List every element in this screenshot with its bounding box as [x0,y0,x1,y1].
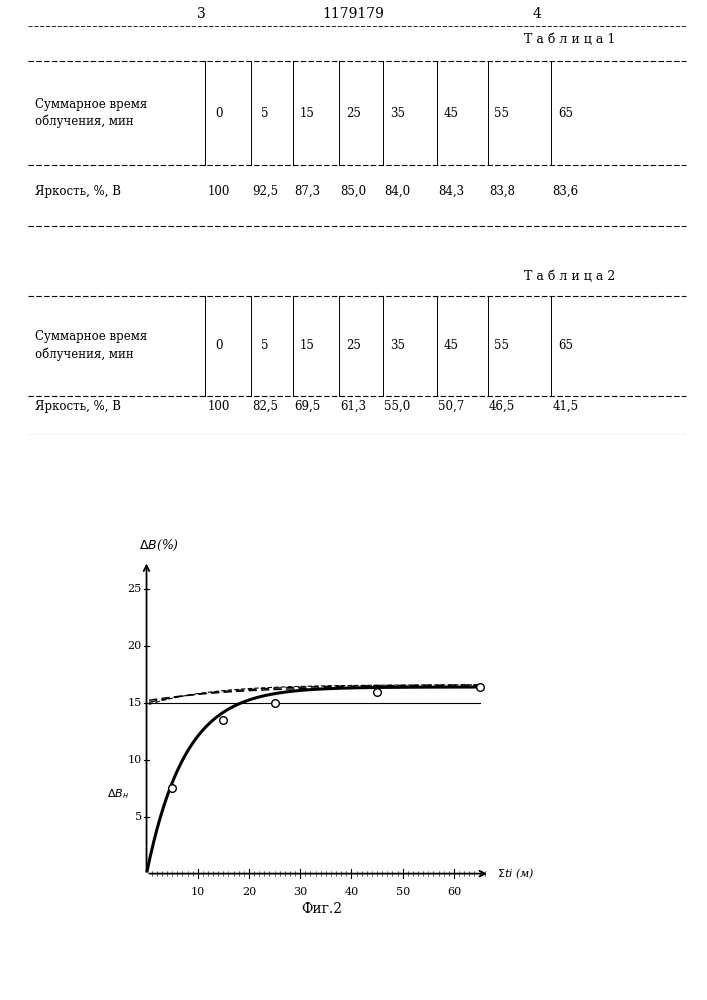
Text: 69,5: 69,5 [294,400,321,413]
Text: 0: 0 [216,107,223,120]
Text: 10: 10 [128,755,142,765]
Text: Суммарное время
облучения, мин: Суммарное время облучения, мин [35,330,148,361]
Text: Т а б л и ц а 2: Т а б л и ц а 2 [524,270,615,283]
Text: 1179179: 1179179 [322,7,385,21]
Text: Фиг.2: Фиг.2 [301,902,342,916]
Text: 87,3: 87,3 [295,185,320,198]
Text: 92,5: 92,5 [252,185,278,198]
Text: 55: 55 [494,339,510,352]
Text: $\Delta B$(%): $\Delta B$(%) [139,538,179,553]
Text: 15: 15 [300,339,315,352]
Text: 61,3: 61,3 [341,400,366,413]
Text: 100: 100 [208,185,230,198]
Text: 41,5: 41,5 [553,400,578,413]
Text: 100: 100 [208,400,230,413]
Text: 84,3: 84,3 [438,185,464,198]
Text: 15: 15 [128,698,142,708]
Text: 50: 50 [395,887,410,897]
Text: 46,5: 46,5 [489,400,515,413]
Text: 30: 30 [293,887,308,897]
Text: 20: 20 [128,641,142,651]
Text: 84,0: 84,0 [385,185,410,198]
Text: 25: 25 [128,584,142,594]
Text: 83,8: 83,8 [489,185,515,198]
Text: 65: 65 [558,339,573,352]
Text: 5: 5 [262,339,269,352]
Text: Яркость, %, В: Яркость, %, В [35,400,122,413]
Text: 4: 4 [533,7,542,21]
Text: 25: 25 [346,339,361,352]
Text: $\Delta B_н$: $\Delta B_н$ [107,787,129,801]
Text: 55,0: 55,0 [384,400,411,413]
Text: 15: 15 [300,107,315,120]
Text: $\Sigma ti$ (м): $\Sigma ti$ (м) [498,866,535,881]
Text: Суммарное время
облучения, мин: Суммарное время облучения, мин [35,98,148,128]
Text: 60: 60 [447,887,461,897]
Text: 20: 20 [242,887,256,897]
Text: 85,0: 85,0 [341,185,366,198]
Text: 50,7: 50,7 [438,400,464,413]
Text: 40: 40 [344,887,358,897]
Text: 65: 65 [558,107,573,120]
Text: Яркость, %, В: Яркость, %, В [35,185,122,198]
Text: 55: 55 [494,107,510,120]
Text: 25: 25 [346,107,361,120]
Text: 5: 5 [262,107,269,120]
Text: 5: 5 [135,812,142,822]
Text: 35: 35 [390,107,405,120]
Text: 10: 10 [191,887,205,897]
Text: 45: 45 [443,107,459,120]
Text: 35: 35 [390,339,405,352]
Text: 3: 3 [197,7,206,21]
Text: Т а б л и ц а 1: Т а б л и ц а 1 [524,33,615,46]
Text: 83,6: 83,6 [553,185,578,198]
Text: 45: 45 [443,339,459,352]
Text: 82,5: 82,5 [252,400,278,413]
Text: 0: 0 [216,339,223,352]
